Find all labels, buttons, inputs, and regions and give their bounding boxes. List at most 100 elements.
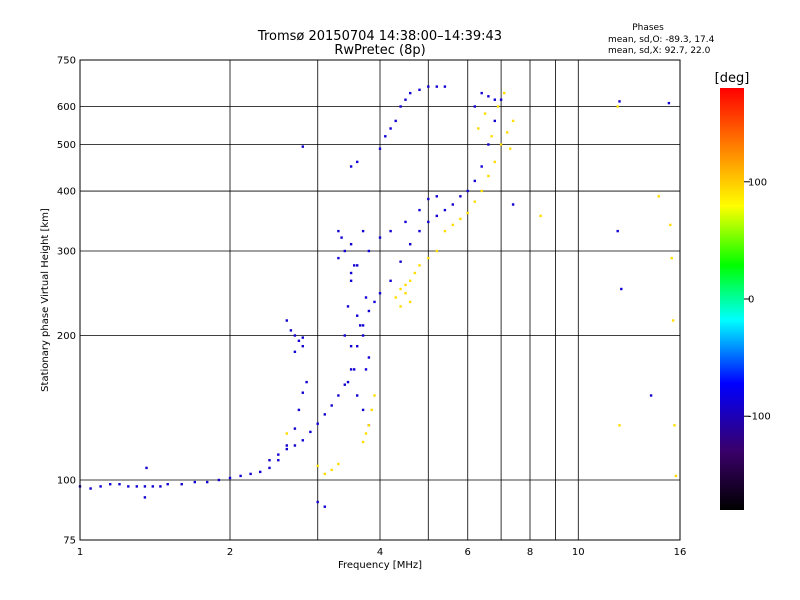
data-point [435, 214, 438, 218]
data-point [427, 256, 430, 260]
y-tick-label: 500 [57, 140, 76, 151]
data-point [343, 334, 346, 337]
data-point [620, 287, 623, 291]
data-point [473, 179, 476, 183]
data-point [301, 391, 304, 394]
data-point [349, 279, 353, 282]
data-point [427, 197, 430, 201]
data-point [151, 485, 154, 488]
data-point [367, 249, 371, 253]
y-tick-label: 750 [57, 56, 76, 67]
data-point [89, 487, 92, 490]
data-point [217, 478, 221, 482]
data-point [301, 145, 304, 148]
data-point [297, 339, 301, 342]
data-point [364, 296, 368, 299]
y-tick-label: 300 [57, 247, 76, 258]
data-point [399, 260, 402, 263]
data-point [649, 394, 653, 397]
x-tick-label: 1 [77, 547, 83, 558]
data-point [409, 279, 412, 282]
data-point [413, 271, 417, 275]
data-point [301, 345, 304, 348]
data-point [487, 95, 490, 98]
data-point [451, 223, 454, 227]
data-point [268, 459, 271, 462]
data-point [330, 404, 333, 407]
data-point [166, 483, 169, 486]
plot-frame [79, 59, 681, 541]
data-point [389, 127, 392, 130]
x-tick-label: 4 [377, 547, 383, 558]
data-point [509, 147, 512, 150]
data-point [378, 147, 382, 150]
x-axis-label: Frequency [MHz] [338, 560, 422, 571]
data-point [364, 432, 368, 435]
phases-x-line: mean, sd,X: 92.7, 22.0 [608, 46, 711, 56]
data-point [337, 256, 340, 260]
data-point [340, 236, 343, 239]
y-axis-label: Stationary phase Virtual Height [km] [40, 208, 51, 392]
data-point [356, 394, 359, 397]
grid [79, 59, 681, 541]
data-point [480, 189, 483, 193]
y-tick-label: 600 [57, 102, 76, 113]
x-tick-label: 2 [227, 547, 233, 558]
data-point [394, 296, 397, 299]
data-point [483, 112, 487, 115]
data-point [361, 229, 365, 233]
data-point [135, 485, 138, 488]
data-point [353, 264, 356, 267]
data-point [435, 249, 438, 253]
y-tick-label: 100 [57, 476, 76, 487]
data-point [159, 485, 162, 488]
data-point [667, 101, 671, 105]
y-tick-label: 200 [57, 331, 76, 342]
data-point [443, 85, 447, 88]
data-point [346, 380, 350, 384]
data-point [480, 165, 483, 168]
data-point [285, 447, 288, 451]
data-point [404, 98, 407, 101]
data-point [285, 432, 288, 435]
data-point [539, 214, 542, 218]
data-point [389, 229, 392, 233]
data-point [487, 174, 490, 178]
data-point [285, 444, 288, 447]
data-point [657, 195, 660, 198]
data-point [293, 427, 297, 430]
data-point [418, 229, 421, 233]
data-point [618, 100, 621, 103]
phases-o-line: mean, sd,O: -89.3, 17.4 [608, 35, 715, 45]
data-point [466, 211, 469, 215]
x-tick-label: 8 [527, 547, 533, 558]
data-point [443, 208, 447, 212]
data-point [356, 264, 359, 267]
data-point [127, 485, 130, 488]
data-point [143, 496, 147, 499]
x-tick-label: 16 [674, 547, 687, 558]
data-point [118, 483, 121, 486]
data-point [259, 470, 262, 474]
data-point [670, 256, 673, 260]
data-point [349, 271, 353, 275]
x-tick-labels: 1 2 4 6 8 10 16 [77, 547, 687, 558]
data-point [418, 264, 421, 267]
data-point [373, 394, 376, 397]
data-point [268, 466, 271, 470]
data-point [473, 105, 476, 108]
data-point [361, 324, 365, 327]
data-point [228, 476, 232, 480]
data-point [337, 394, 340, 397]
data-point [409, 243, 412, 246]
data-point [499, 143, 503, 146]
data-point [180, 483, 183, 486]
data-point [359, 324, 362, 327]
data-point [356, 314, 359, 317]
data-point [443, 229, 447, 233]
data-point [323, 413, 326, 416]
y-tick-label: 400 [57, 187, 76, 198]
data-point [349, 368, 353, 371]
data-point [451, 203, 454, 206]
